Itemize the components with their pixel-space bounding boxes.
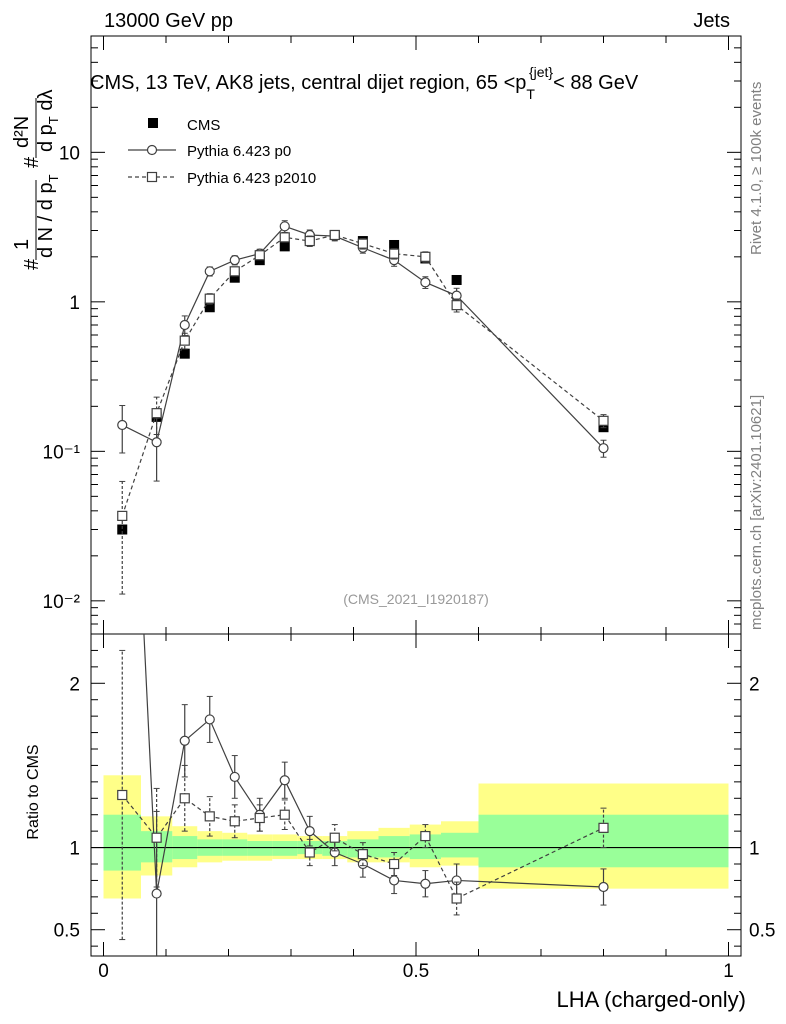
series-line-1: [121, 225, 604, 449]
ratio-p2010-point: [254, 812, 265, 824]
main-y-tick-label: 1: [69, 293, 80, 314]
p2010-point: [204, 293, 215, 304]
ratio-p0-point: [151, 888, 162, 899]
p2010-point: [329, 229, 340, 241]
p0-point: [179, 319, 190, 331]
x-tick-label: 1: [723, 961, 734, 982]
inner-band: [441, 832, 479, 858]
analysis-watermark: (CMS_2021_I1920187): [343, 591, 489, 607]
ratio-p0-point: [420, 878, 431, 889]
ratio-p2010-point: [329, 832, 340, 843]
x-tick-label: 0.5: [403, 961, 429, 982]
p2010-point: [304, 235, 315, 247]
ratio-axis-ticks: 2 2 1 1 0.5 0.5 0 0.5 1: [54, 634, 775, 982]
ratio-p2010-point: [279, 809, 290, 820]
ratio-p2010-point: [304, 847, 315, 858]
ratio-y-tick-label: 2: [69, 674, 80, 695]
series-line-2: [121, 234, 604, 517]
x-axis-label: LHA (charged-only): [556, 987, 746, 1012]
rivet-version-label: Rivet 4.1.0, ≥ 100k events: [748, 82, 765, 255]
ratio-y-axis-label: Ratio to CMS: [25, 744, 42, 839]
ratio-p0-point: [204, 714, 215, 725]
ratio-line-0: [143, 634, 604, 894]
legend-p2010-label: Pythia 6.423 p2010: [187, 170, 316, 187]
ratio-p2010-point: [204, 811, 215, 822]
p0-point: [117, 419, 128, 431]
main-y-tick-label: 10⁻¹: [43, 442, 81, 463]
p0-point: [204, 266, 215, 277]
ratio-y-tick-label-right: 0.5: [749, 921, 775, 942]
p0-point: [279, 221, 290, 232]
p2010-point: [279, 232, 290, 243]
p2010-point: [151, 408, 162, 419]
legend-cms-label: CMS: [187, 117, 220, 134]
p2010-point: [229, 266, 240, 277]
p2010-point: [357, 238, 368, 249]
p2010-point: [389, 248, 400, 259]
p0-point: [229, 255, 240, 266]
p0-point: [151, 437, 162, 448]
cms-point: [117, 524, 128, 535]
ratio-p0-point: [279, 775, 290, 786]
ratio-series-layer: [117, 186, 609, 956]
ratio-y-tick-label-right: 2: [749, 674, 760, 695]
header-right: Jets: [693, 10, 730, 32]
ratio-y-tick-label-right: 1: [749, 839, 760, 860]
legend-p0-label: Pythia 6.423 p0: [187, 143, 291, 160]
inner-band: [272, 841, 298, 856]
ratio-y-tick-label: 1: [69, 839, 80, 860]
ratio-p2010-point: [151, 832, 162, 843]
ratio-p0-point: [304, 826, 315, 837]
legend-p0-marker: [146, 144, 158, 156]
cms-point: [204, 302, 215, 313]
p2010-point: [451, 300, 462, 311]
ratio-series-clip-group: [117, 186, 609, 956]
legend-cms-marker: [148, 118, 158, 128]
cms-point: [229, 272, 240, 283]
p2010-point: [117, 510, 128, 521]
ratio-p2010-point: [229, 816, 240, 827]
p0-point: [598, 443, 609, 454]
ratio-p2010-point: [451, 893, 462, 904]
legend-p2010-marker: [146, 171, 158, 183]
ratio-p0-point: [118, 186, 127, 195]
p0-point: [420, 277, 431, 288]
cms-point: [279, 241, 290, 252]
cms-point: [389, 239, 400, 250]
ratio-p2010-point: [179, 793, 190, 804]
ratio-p0-point: [229, 771, 240, 783]
ratio-p0-point: [179, 735, 190, 746]
ratio-y-tick-label: 0.5: [54, 921, 80, 942]
main-y-axis-label: #1 d N / d pT#d²N d pT dλ: [11, 90, 61, 270]
ratio-p2010-point: [389, 858, 400, 870]
main-panel: 10 1 10⁻¹ 10⁻² (CMS_2021_I1920187): [43, 35, 742, 635]
main-series-layer: [117, 220, 609, 595]
mcplots-reference-label: mcplots.cern.ch [arXiv:2401.10621]: [748, 395, 765, 630]
cms-point: [179, 348, 190, 359]
ratio-p2010-point: [117, 789, 128, 801]
main-title: CMS, 13 TeV, AK8 jets, central dijet reg…: [90, 64, 639, 102]
p2010-point: [179, 335, 190, 346]
ratio-p0-point: [389, 875, 400, 886]
main-axis-ticks: 10 1 10⁻¹ 10⁻²: [43, 35, 741, 635]
p2010-point: [254, 250, 265, 261]
p2010-point: [598, 415, 609, 426]
cms-point: [451, 274, 462, 285]
legend: CMS Pythia 6.423 p0 Pythia 6.423 p2010: [128, 117, 316, 187]
inner-band: [378, 836, 410, 858]
x-tick-label: 0: [98, 961, 109, 982]
ratio-p0-point: [598, 881, 609, 893]
ratio-panel: 2 2 1 1 0.5 0.5 0 0.5 1 Ratio to CMS LHA (charge…: [25, 186, 775, 1012]
main-y-tick-label: 10⁻²: [43, 592, 81, 613]
ratio-p2010-point: [357, 849, 368, 860]
inner-band: [247, 841, 273, 856]
header-left: 13000 GeV pp: [104, 10, 233, 32]
ratio-p2010-point: [420, 830, 431, 842]
p2010-point: [420, 251, 431, 262]
ratio-p2010-point: [598, 822, 609, 833]
main-y-tick-label: 10: [59, 143, 80, 164]
